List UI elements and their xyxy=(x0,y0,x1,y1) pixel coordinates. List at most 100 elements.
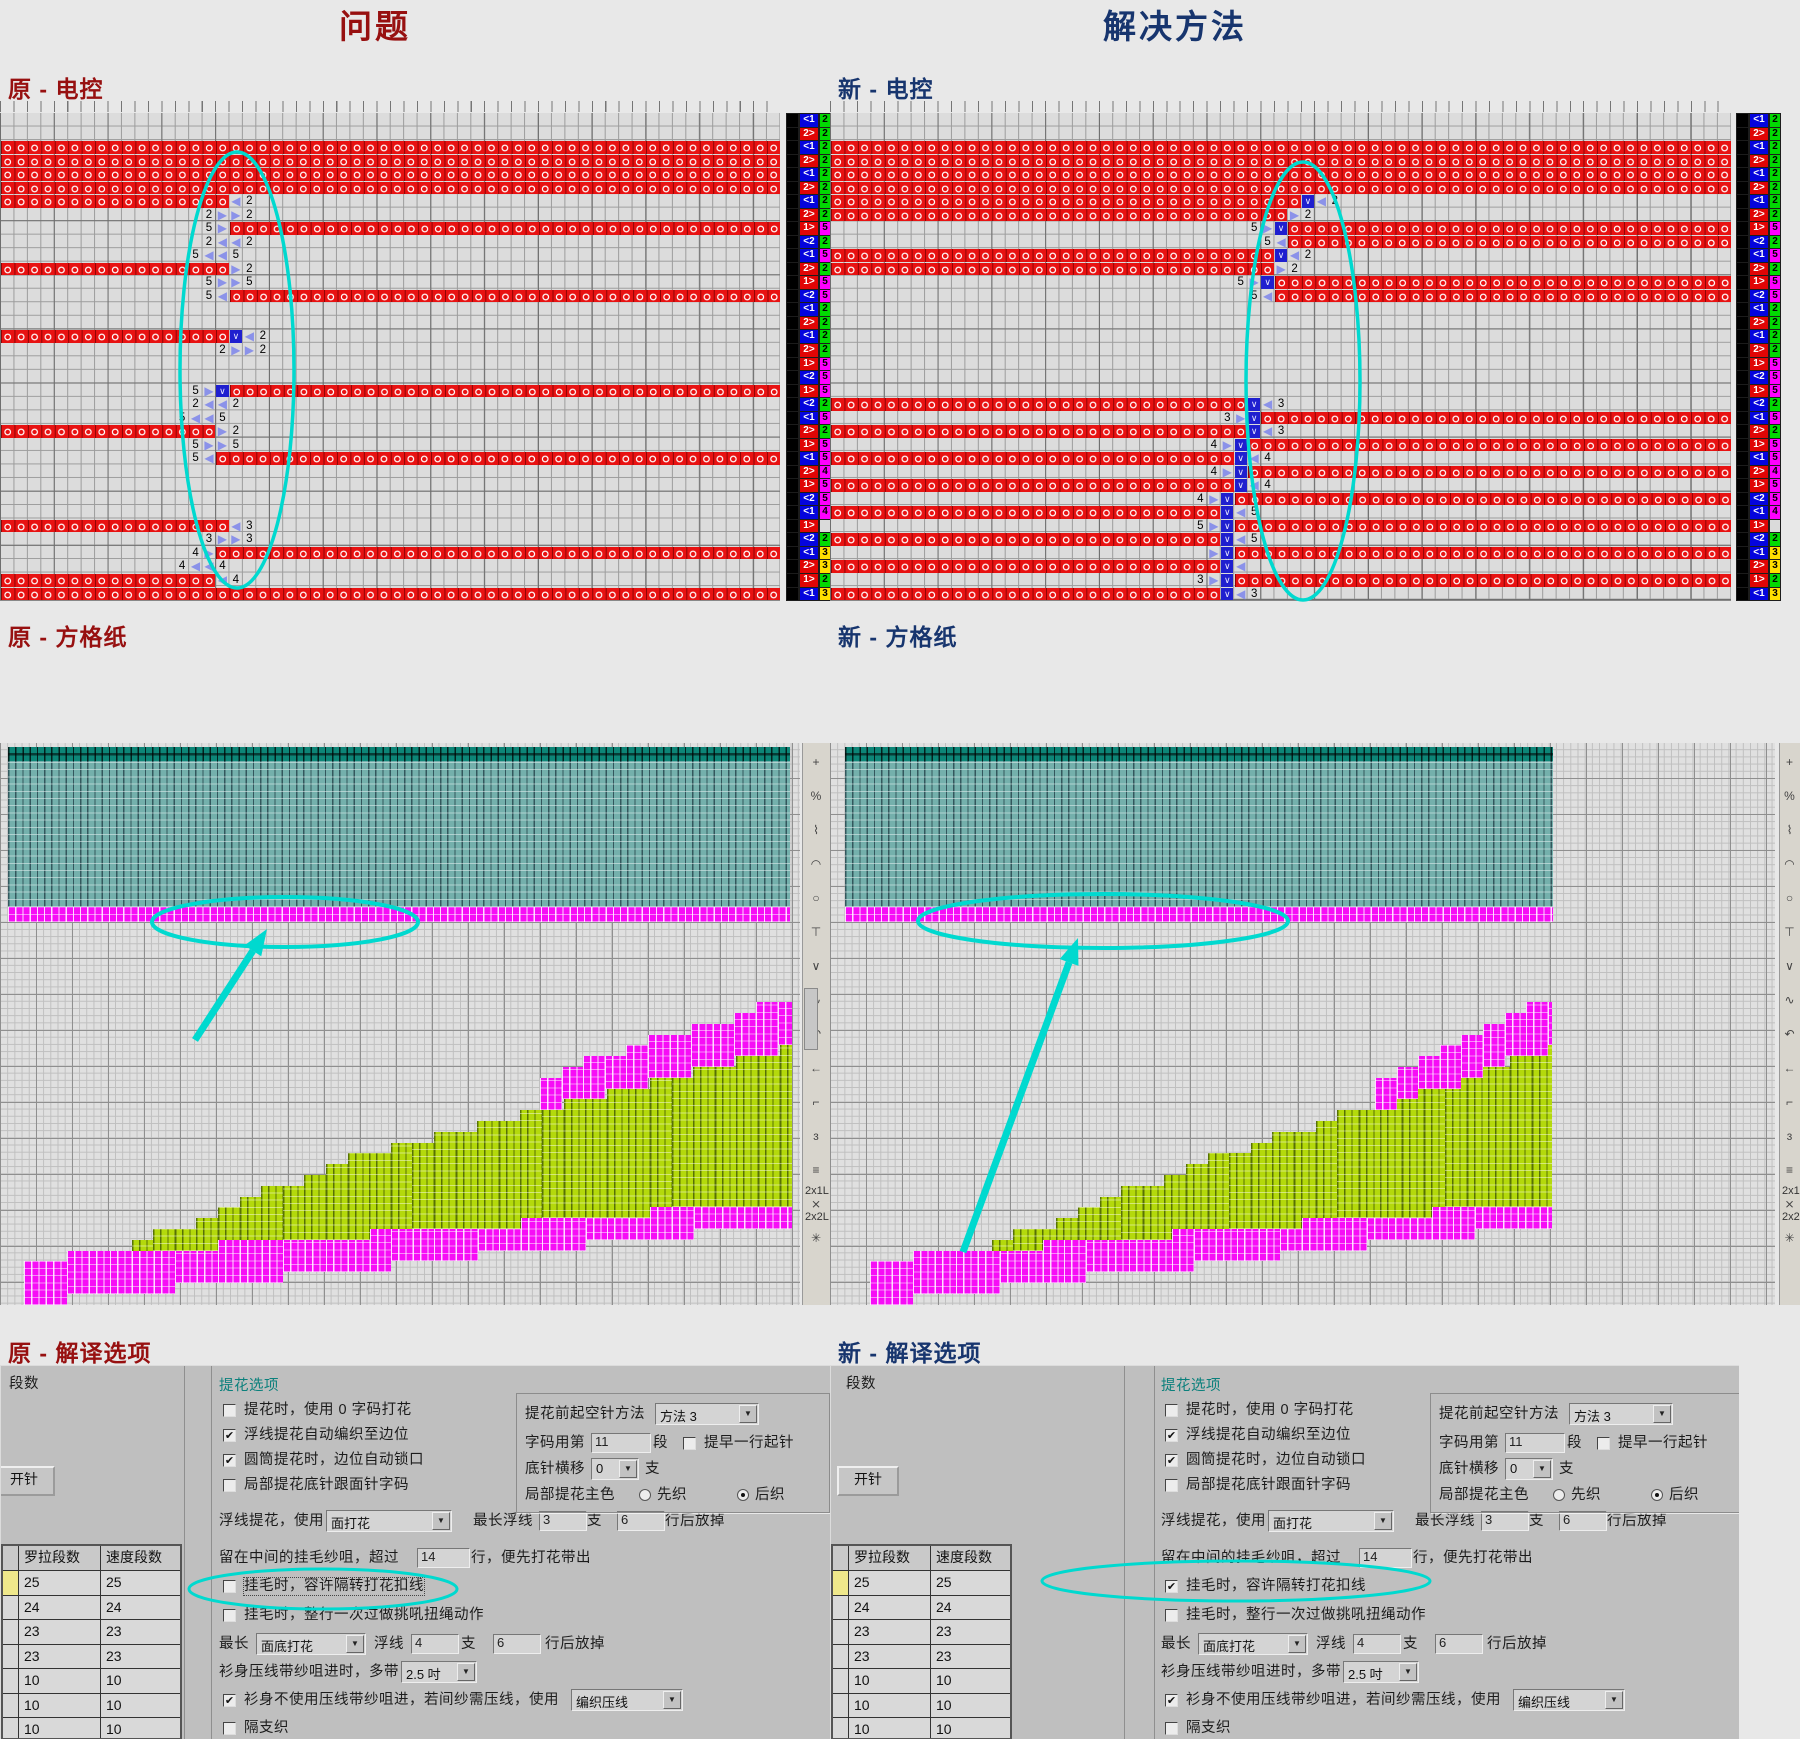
chevron-down-icon[interactable]: ▼ xyxy=(1288,1635,1306,1653)
tool-icon[interactable]: ⨯ xyxy=(1784,1197,1795,1211)
tool-icon[interactable]: ∿ xyxy=(1784,993,1795,1007)
transfer-mark: 5 xyxy=(246,276,253,289)
checkbox[interactable]: ✔ xyxy=(1165,1580,1178,1593)
tool-icon[interactable]: ∨ xyxy=(1785,959,1794,973)
checkbox[interactable]: ✔ xyxy=(1165,1454,1178,1467)
text-input[interactable]: 14 xyxy=(1359,1548,1412,1568)
magenta-stair-bottom xyxy=(88,1250,111,1294)
dropdown[interactable]: 2.5 吋 ▼ xyxy=(401,1661,477,1683)
text-input[interactable]: 3 xyxy=(539,1511,587,1531)
chevron-down-icon[interactable]: ▼ xyxy=(1605,1691,1623,1709)
tool-icon[interactable]: ◠ xyxy=(810,857,822,871)
tool-icon[interactable]: ɜ xyxy=(813,1129,819,1143)
chevron-down-icon[interactable]: ▼ xyxy=(457,1663,475,1681)
tool-icon[interactable]: ✳ xyxy=(1784,1231,1795,1245)
tool-icon[interactable]: ← xyxy=(1783,1061,1796,1075)
tool-icon[interactable]: ⌐ xyxy=(812,1095,820,1109)
pointpaper-view-original[interactable] xyxy=(0,743,800,1305)
dropdown[interactable]: 方法 3 ▼ xyxy=(1569,1403,1673,1425)
checkbox[interactable] xyxy=(223,1580,236,1593)
checkbox[interactable] xyxy=(1165,1479,1178,1492)
tool-icon[interactable]: + xyxy=(1785,755,1793,769)
tool-icon[interactable]: ⊤ xyxy=(1784,925,1795,939)
tool-icon[interactable]: ✳ xyxy=(810,1231,822,1245)
tool-icon[interactable]: ⊤ xyxy=(810,925,822,939)
econtrol-view-new[interactable]: ∨ ◀ 2 ▶ 2 5 ▶ ∨ 5 ◀ ∨ ◀ 2 ▶ 2 5 ▶ ∨ 5 ◀ ∨ ◀ 3 3 ▶ ∨ ∨ ◀ 3 4 ▶ ∨ ∨ ◀ 4 4 ▶ ∨ ∨ ◀… xyxy=(830,113,1732,602)
tool-icon[interactable]: ⌐ xyxy=(1785,1095,1793,1109)
radio[interactable] xyxy=(737,1489,749,1501)
dropdown[interactable]: 面打花 ▼ xyxy=(326,1510,452,1532)
tool-icon[interactable]: ○ xyxy=(1785,891,1794,905)
text-input[interactable]: 11 xyxy=(1505,1433,1565,1453)
tool-icon[interactable]: ⌇ xyxy=(813,823,819,837)
dropdown[interactable]: 编织压线 ▼ xyxy=(571,1689,683,1711)
chevron-down-icon[interactable]: ▼ xyxy=(1533,1460,1551,1478)
text-input[interactable]: 3 xyxy=(1481,1511,1529,1531)
checkbox[interactable] xyxy=(223,1479,236,1492)
tool-icon[interactable]: ⌇ xyxy=(1786,823,1793,837)
needle-start-button[interactable]: 开针 xyxy=(837,1466,899,1496)
radio[interactable] xyxy=(1651,1489,1663,1501)
tool-icon[interactable]: % xyxy=(810,789,822,803)
tool-icon[interactable]: ◠ xyxy=(1784,857,1795,871)
text-input[interactable]: 6 xyxy=(1435,1634,1483,1654)
needle-start-button[interactable]: 开针 xyxy=(1,1466,55,1496)
tool-icon[interactable]: ≡ xyxy=(1785,1163,1793,1177)
dropdown[interactable]: 0 ▼ xyxy=(1505,1458,1553,1480)
checkbox[interactable] xyxy=(683,1437,696,1450)
dropdown[interactable]: 0 ▼ xyxy=(591,1458,639,1480)
checkbox[interactable] xyxy=(223,1722,236,1735)
checkbox[interactable] xyxy=(1165,1609,1178,1622)
chevron-down-icon[interactable]: ▼ xyxy=(432,1512,450,1530)
econtrol-view-original[interactable]: ◀ 2 2 ▶ ▶ 2 5 ▶ 2 ◀ ◀ 2 5 ◀ ◀ 5 ▶ 2 5 ▶ ▶ 5 5 ◀ ∨ ◀ 2 2 ▶ ▶ 2 5 ▶ ∨ 2 ◀ ◀ 2 5 ◀… xyxy=(0,113,781,602)
tool-icon[interactable]: ⨯ xyxy=(810,1197,822,1211)
radio[interactable] xyxy=(639,1489,651,1501)
chevron-down-icon[interactable]: ▼ xyxy=(663,1691,681,1709)
dropdown[interactable]: 面打花 ▼ xyxy=(1268,1510,1394,1532)
checkbox[interactable]: ✔ xyxy=(223,1429,236,1442)
dropdown[interactable]: 方法 3 ▼ xyxy=(655,1403,759,1425)
checkbox[interactable]: ✔ xyxy=(1165,1429,1178,1442)
text-input[interactable]: 6 xyxy=(493,1634,541,1654)
symbol-toolbar[interactable]: +% ⌇ ◠ ○ ⊤ ∨ ∿ ↶ ← ⌐ ɜ ≡ ⨯ ✳ 2x1 2x2 xyxy=(1779,743,1800,1305)
tool-icon[interactable]: % xyxy=(1784,789,1795,803)
chevron-down-icon[interactable]: ▼ xyxy=(1374,1512,1392,1530)
checkbox[interactable] xyxy=(1597,1437,1610,1450)
chevron-down-icon[interactable]: ▼ xyxy=(346,1635,364,1653)
tool-icon[interactable]: ∨ xyxy=(811,959,821,973)
chevron-down-icon[interactable]: ▼ xyxy=(1399,1663,1417,1681)
tool-icon[interactable]: ≡ xyxy=(812,1163,820,1177)
dropdown[interactable]: 编织压线 ▼ xyxy=(1513,1689,1625,1711)
dropdown[interactable]: 2.5 吋 ▼ xyxy=(1343,1661,1419,1683)
yarn-black-cell xyxy=(786,113,799,128)
radio[interactable] xyxy=(1553,1489,1565,1501)
tool-icon[interactable]: ← xyxy=(810,1061,822,1075)
chevron-down-icon[interactable]: ▼ xyxy=(619,1460,637,1478)
pointpaper-view-new[interactable] xyxy=(830,743,1775,1305)
scrollbar-thumb[interactable] xyxy=(804,988,818,1050)
checkbox[interactable] xyxy=(1165,1722,1178,1735)
tool-icon[interactable]: + xyxy=(812,755,820,769)
text-input[interactable]: 11 xyxy=(591,1433,651,1453)
checkbox[interactable]: ✔ xyxy=(223,1694,236,1707)
checkbox[interactable] xyxy=(223,1609,236,1622)
checkbox[interactable] xyxy=(1165,1404,1178,1417)
checkbox[interactable]: ✔ xyxy=(1165,1694,1178,1707)
magenta-stair-bottom xyxy=(24,1261,46,1305)
dropdown[interactable]: 面底打花 ▼ xyxy=(1198,1633,1308,1655)
text-input[interactable]: 6 xyxy=(617,1511,665,1531)
dropdown[interactable]: 面底打花 ▼ xyxy=(256,1633,366,1655)
tool-icon[interactable]: ○ xyxy=(812,891,820,905)
text-input[interactable]: 4 xyxy=(1353,1634,1401,1654)
checkbox[interactable]: ✔ xyxy=(223,1454,236,1467)
text-input[interactable]: 6 xyxy=(1559,1511,1607,1531)
text-input[interactable]: 14 xyxy=(417,1548,470,1568)
chevron-down-icon[interactable]: ▼ xyxy=(739,1405,757,1423)
checkbox[interactable] xyxy=(223,1404,236,1417)
tool-icon[interactable]: ɜ xyxy=(1786,1129,1793,1143)
tool-icon[interactable]: ↶ xyxy=(1784,1027,1795,1041)
text-input[interactable]: 4 xyxy=(411,1634,459,1654)
chevron-down-icon[interactable]: ▼ xyxy=(1653,1405,1671,1423)
magenta-stair-bottom xyxy=(1323,1218,1346,1251)
